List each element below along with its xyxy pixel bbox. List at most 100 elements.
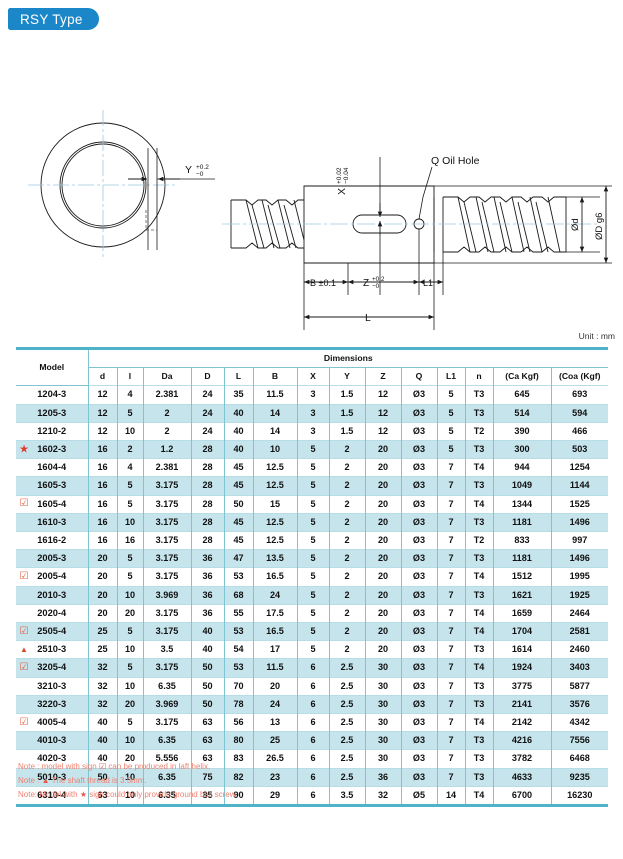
note-symbol-icon: ★ xyxy=(79,790,87,799)
cell-y: 2 xyxy=(328,603,365,623)
cell-y: 2.5 xyxy=(328,694,365,714)
cell-y: 2 xyxy=(328,549,365,568)
cell-l: 56 xyxy=(223,713,253,732)
cell-l1: 7 xyxy=(436,622,465,641)
cell-coakgf: 2464 xyxy=(550,603,608,623)
cell-l1: 5 xyxy=(436,403,465,423)
cell-l1: 5 xyxy=(436,385,465,405)
unit-label: Unit : mm xyxy=(578,331,615,341)
cell-d: 40 xyxy=(190,622,224,641)
cell-l: 78 xyxy=(223,694,253,714)
header-col-ca: (Ca Kgf) xyxy=(492,367,551,386)
cell-z: 30 xyxy=(364,658,401,678)
model-label: 1205-3 xyxy=(37,407,67,418)
cell-q: Ø3 xyxy=(400,749,437,769)
table-row: ▲ 2510-3 25 10 3.5 40 54 17 5 2 20 Ø3 7 T3 1614 2460 xyxy=(16,640,608,659)
cell-y: 2 xyxy=(328,531,365,550)
cell-y: 2 xyxy=(328,494,365,514)
cell-da: 3.175 xyxy=(142,603,191,623)
left-helix-icon: ☑ xyxy=(19,625,29,637)
cell-n: T3 xyxy=(464,731,493,750)
page-title-text: RSY Type xyxy=(20,11,83,27)
cell-l: 53 xyxy=(223,658,253,678)
cell-d: 50 xyxy=(87,767,117,787)
cell-b: 17 xyxy=(252,640,297,659)
header-dimensions-group: Dimensions xyxy=(87,350,608,369)
cell-l: 47 xyxy=(223,549,253,568)
cell-cakgf: 2141 xyxy=(492,694,551,714)
table-row: 3210-3 32 10 6.35 50 70 20 6 2.5 30 Ø3 7 T3 3775 5877 xyxy=(16,676,608,696)
model-label: 2505-4 xyxy=(37,626,67,637)
cell-d: 28 xyxy=(190,476,224,496)
cell-z: 20 xyxy=(364,458,401,477)
cell-y: 2.5 xyxy=(328,767,365,787)
cell-l: 5 xyxy=(116,567,143,587)
header-col-Y: Y xyxy=(328,367,365,386)
cell-q: Ø5 xyxy=(400,785,437,805)
cell-z: 20 xyxy=(364,440,401,459)
model-label: 2005-4 xyxy=(37,571,67,582)
cell-b: 25 xyxy=(252,731,297,750)
cell-n: T3 xyxy=(464,403,493,423)
model-label: 3205-4 xyxy=(37,662,67,673)
cell-l: 5 xyxy=(116,494,143,514)
cell-n: T4 xyxy=(464,785,493,805)
cell-cakgf: 4216 xyxy=(492,731,551,750)
cell-b: 14 xyxy=(252,403,297,423)
model-label: 2010-3 xyxy=(37,589,67,600)
cell-d: 28 xyxy=(190,512,224,532)
dim-label-l: L xyxy=(365,312,371,324)
table-body: 1204-3 12 4 2.381 24 35 11.5 3 1.5 12 Ø3 5 T3 645 693 1… xyxy=(16,385,608,805)
cell-d: 36 xyxy=(190,549,224,568)
cell-coakgf: 3576 xyxy=(550,694,608,714)
cell-l1: 7 xyxy=(436,767,465,787)
cell-da: 3.175 xyxy=(142,622,191,641)
cell-da: 6.35 xyxy=(142,731,191,750)
cell-d: 20 xyxy=(87,603,117,623)
model-label: 1204-3 xyxy=(37,389,67,400)
model-label: 3210-3 xyxy=(37,680,67,691)
cell-y: 2 xyxy=(328,622,365,641)
header-col-Q: Q xyxy=(400,367,437,386)
cell-n: T3 xyxy=(464,512,493,532)
cell-cakgf: 3775 xyxy=(492,676,551,696)
cell-q: Ø3 xyxy=(400,640,437,659)
cell-model: 2005-3 xyxy=(16,549,88,568)
cell-b: 13 xyxy=(252,713,297,732)
header-col-B: B xyxy=(252,367,297,386)
table-row: 1605-3 16 5 3.175 28 45 12.5 5 2 20 Ø3 7 T3 1049 1144 xyxy=(16,476,608,496)
cell-z: 20 xyxy=(364,622,401,641)
cell-y: 2 xyxy=(328,458,365,477)
cell-q: Ø3 xyxy=(400,549,437,568)
model-label: 1610-3 xyxy=(37,516,67,527)
cell-y: 2.5 xyxy=(328,658,365,678)
table-row: ☑ 1605-4 16 5 3.175 28 50 15 5 2 20 Ø3 7 T4 1344 1525 xyxy=(16,494,608,514)
cell-d: 12 xyxy=(87,421,117,441)
cell-q: Ø3 xyxy=(400,603,437,623)
cell-q: Ø3 xyxy=(400,622,437,641)
note-text: Note : model with sign xyxy=(18,762,99,771)
cell-q: Ø3 xyxy=(400,567,437,587)
cell-coakgf: 2460 xyxy=(550,640,608,659)
cell-q: Ø3 xyxy=(400,403,437,423)
cell-x: 6 xyxy=(296,767,329,787)
cell-y: 1.5 xyxy=(328,385,365,405)
cell-z: 30 xyxy=(364,731,401,750)
cell-l: 68 xyxy=(223,585,253,605)
model-label: 1604-4 xyxy=(37,462,67,473)
cell-model: 6310-4 xyxy=(16,785,88,805)
cell-x: 6 xyxy=(296,694,329,714)
cell-l1: 5 xyxy=(436,421,465,441)
cell-model: ☑ 2505-4 xyxy=(16,622,88,641)
cell-d: 25 xyxy=(87,640,117,659)
cell-d: 16 xyxy=(87,476,117,496)
cell-b: 14 xyxy=(252,421,297,441)
model-label: 1605-4 xyxy=(37,498,67,509)
cell-l: 45 xyxy=(223,512,253,532)
table-header-group-row: Model Dimensions xyxy=(16,350,608,387)
cell-d: 36 xyxy=(190,567,224,587)
cell-l: 10 xyxy=(116,785,143,805)
cell-cakgf: 2142 xyxy=(492,713,551,732)
cell-l: 5 xyxy=(116,476,143,496)
model-label: 2005-3 xyxy=(37,553,67,564)
